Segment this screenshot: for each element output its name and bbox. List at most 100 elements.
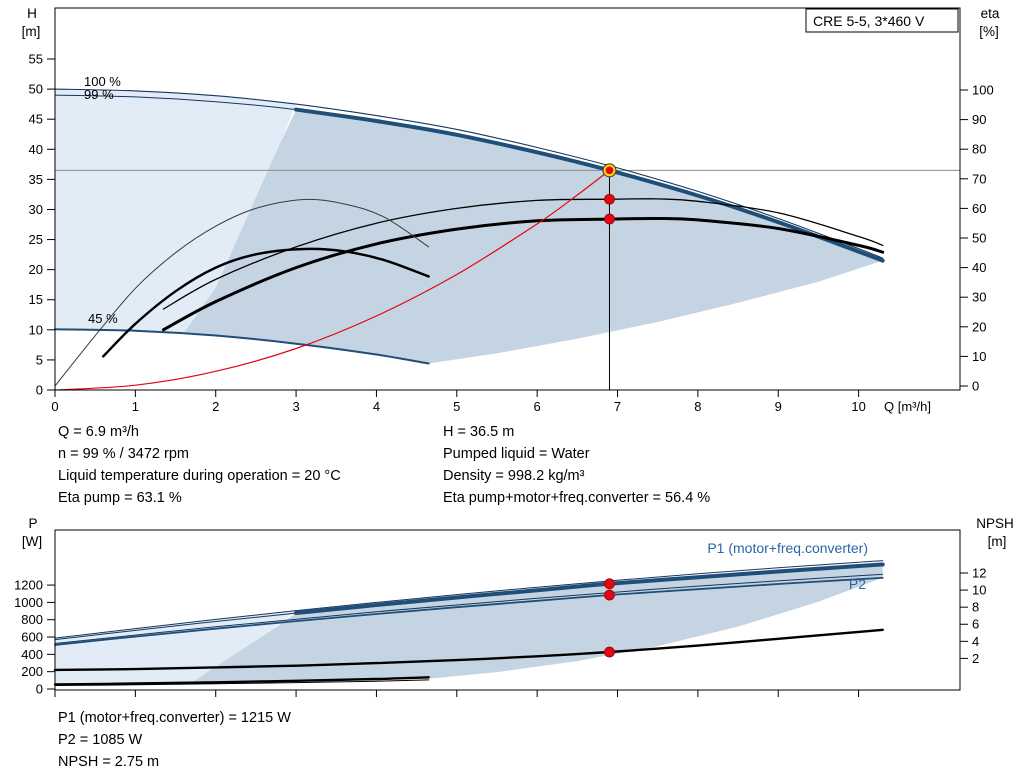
result-p2: P2 = 1085 W <box>58 732 143 748</box>
op-eta-total: Eta pump+motor+freq.converter = 56.4 % <box>443 490 710 506</box>
power-envelope-light <box>55 610 297 685</box>
p-axis-unit: [W] <box>22 534 42 549</box>
eta-total-curve-45pct <box>102 247 430 358</box>
y-right-tick-label: 4 <box>972 634 979 649</box>
op-temp: Liquid temperature during operation = 20… <box>58 468 341 484</box>
op-density: Density = 998.2 kg/m³ <box>443 468 585 484</box>
npsh-point <box>604 646 615 658</box>
x-tick-label: 3 <box>292 399 299 414</box>
top-guides <box>55 169 960 390</box>
p2-point <box>604 589 615 601</box>
y-left-tick-label: 1000 <box>14 595 43 610</box>
x-tick-label: 2 <box>212 399 219 414</box>
y-right-tick-label: 20 <box>972 319 986 334</box>
npsh-axis-unit: [m] <box>988 534 1007 549</box>
H-curve-100pct <box>54 88 884 259</box>
duty-point <box>605 166 614 175</box>
y-right-tick-label: 40 <box>972 260 986 275</box>
y-left-tick-label: 55 <box>29 52 43 67</box>
top-series <box>54 88 885 391</box>
P1-curve-45pct <box>53 676 430 686</box>
x-tick-label: 0 <box>51 399 58 414</box>
top-ticks: 0 1 2 3 4 5 6 7 8 9 100510152025303540455055010203… <box>29 52 994 414</box>
speed-100-label: 100 % <box>84 74 121 89</box>
x-tick-label: 9 <box>775 399 782 414</box>
op-n: n = 99 % / 3472 rpm <box>58 446 189 462</box>
P2-curve-99pct <box>54 576 884 646</box>
op-liquid: Pumped liquid = Water <box>443 446 590 462</box>
x-tick-label: 1 <box>132 399 139 414</box>
speed-45-label: 45 % <box>88 311 118 326</box>
y-right-tick-label: 0 <box>972 379 979 394</box>
y-left-tick-label: 25 <box>29 232 43 247</box>
y-left-tick-label: 200 <box>21 664 43 679</box>
pump-title-box <box>805 8 959 33</box>
y-right-tick-label: 2 <box>972 651 979 666</box>
y-right-tick-label: 80 <box>972 142 986 157</box>
q-axis-label: Q [m³/h] <box>884 399 931 414</box>
y-left-tick-label: 0 <box>36 682 43 697</box>
y-right-tick-label: 12 <box>972 565 986 580</box>
x-tick-label: 4 <box>373 399 380 414</box>
x-tick-label: 8 <box>694 399 701 414</box>
y-left-tick-label: 40 <box>29 142 43 157</box>
op-h: H = 36.5 m <box>443 424 514 440</box>
y-right-tick-label: 90 <box>972 112 986 127</box>
x-tick-label: 5 <box>453 399 460 414</box>
pump-title: CRE 5-5, 3*460 V <box>813 13 925 29</box>
p-axis-title: P <box>28 516 37 531</box>
x-tick-label: 7 <box>614 399 621 414</box>
bottom-regions <box>55 564 883 685</box>
eta-total-point <box>604 213 615 225</box>
bottom-plot-frame <box>54 529 961 691</box>
y-left-tick-label: 1200 <box>14 578 43 593</box>
y-left-tick-label: 800 <box>21 612 43 627</box>
y-right-tick-label: 10 <box>972 349 986 364</box>
eta-total-curve-thick <box>161 216 885 332</box>
NPSH-curve <box>53 628 884 672</box>
power-envelope-dark <box>191 564 883 683</box>
y-left-tick-label: 30 <box>29 202 43 217</box>
p1-point <box>604 578 615 590</box>
y-right-tick-label: 50 <box>972 231 986 246</box>
y-left-tick-label: 15 <box>29 292 43 307</box>
y-right-tick-label: 30 <box>972 290 986 305</box>
y-left-tick-label: 35 <box>29 172 43 187</box>
y-right-tick-label: 100 <box>972 83 994 98</box>
result-npsh: NPSH = 2.75 m <box>58 754 159 770</box>
control-curve-red <box>54 169 611 391</box>
y-left-tick-label: 10 <box>29 322 43 337</box>
y-left-tick-label: 45 <box>29 112 43 127</box>
x-tick-label: 10 <box>851 399 865 414</box>
P2-curve-100pct <box>54 573 884 645</box>
top-plot-frame <box>54 7 961 391</box>
y-right-tick-label: 10 <box>972 583 986 598</box>
y-left-tick-label: 20 <box>29 262 43 277</box>
y-right-tick-label: 8 <box>972 600 979 615</box>
top-regions <box>55 89 883 364</box>
x-tick-label: 6 <box>534 399 541 414</box>
envelope-light <box>55 89 297 334</box>
speed-99-label: 99 % <box>84 87 114 102</box>
y-left-tick-label: 0 <box>36 383 43 398</box>
eta-axis-title: eta <box>981 6 1000 21</box>
eta-pump-curve-45pct <box>54 198 430 387</box>
op-q: Q = 6.9 m³/h <box>58 424 139 440</box>
npsh-axis-title: NPSH <box>976 516 1014 531</box>
y-right-tick-label: 60 <box>972 201 986 216</box>
y-left-tick-label: 50 <box>29 82 43 97</box>
p1-curve-label: P1 (motor+freq.converter) <box>707 540 868 556</box>
y-right-tick-label: 70 <box>972 171 986 186</box>
P2-curve-45pct <box>54 679 430 687</box>
h-axis-unit: [m] <box>22 24 41 39</box>
y-left-tick-label: 5 <box>36 352 43 367</box>
P1-curve-100pct <box>54 560 884 639</box>
result-p1: P1 (motor+freq.converter) = 1215 W <box>58 710 291 726</box>
y-right-tick-label: 6 <box>972 617 979 632</box>
top-markers <box>602 163 617 225</box>
bottom-ticks: 0 200 400 600 800 1000 1200 2 4 6 8 10 12 <box>14 565 986 697</box>
p2-curve-label: P2 <box>849 576 866 592</box>
y-left-tick-label: 600 <box>21 630 43 645</box>
